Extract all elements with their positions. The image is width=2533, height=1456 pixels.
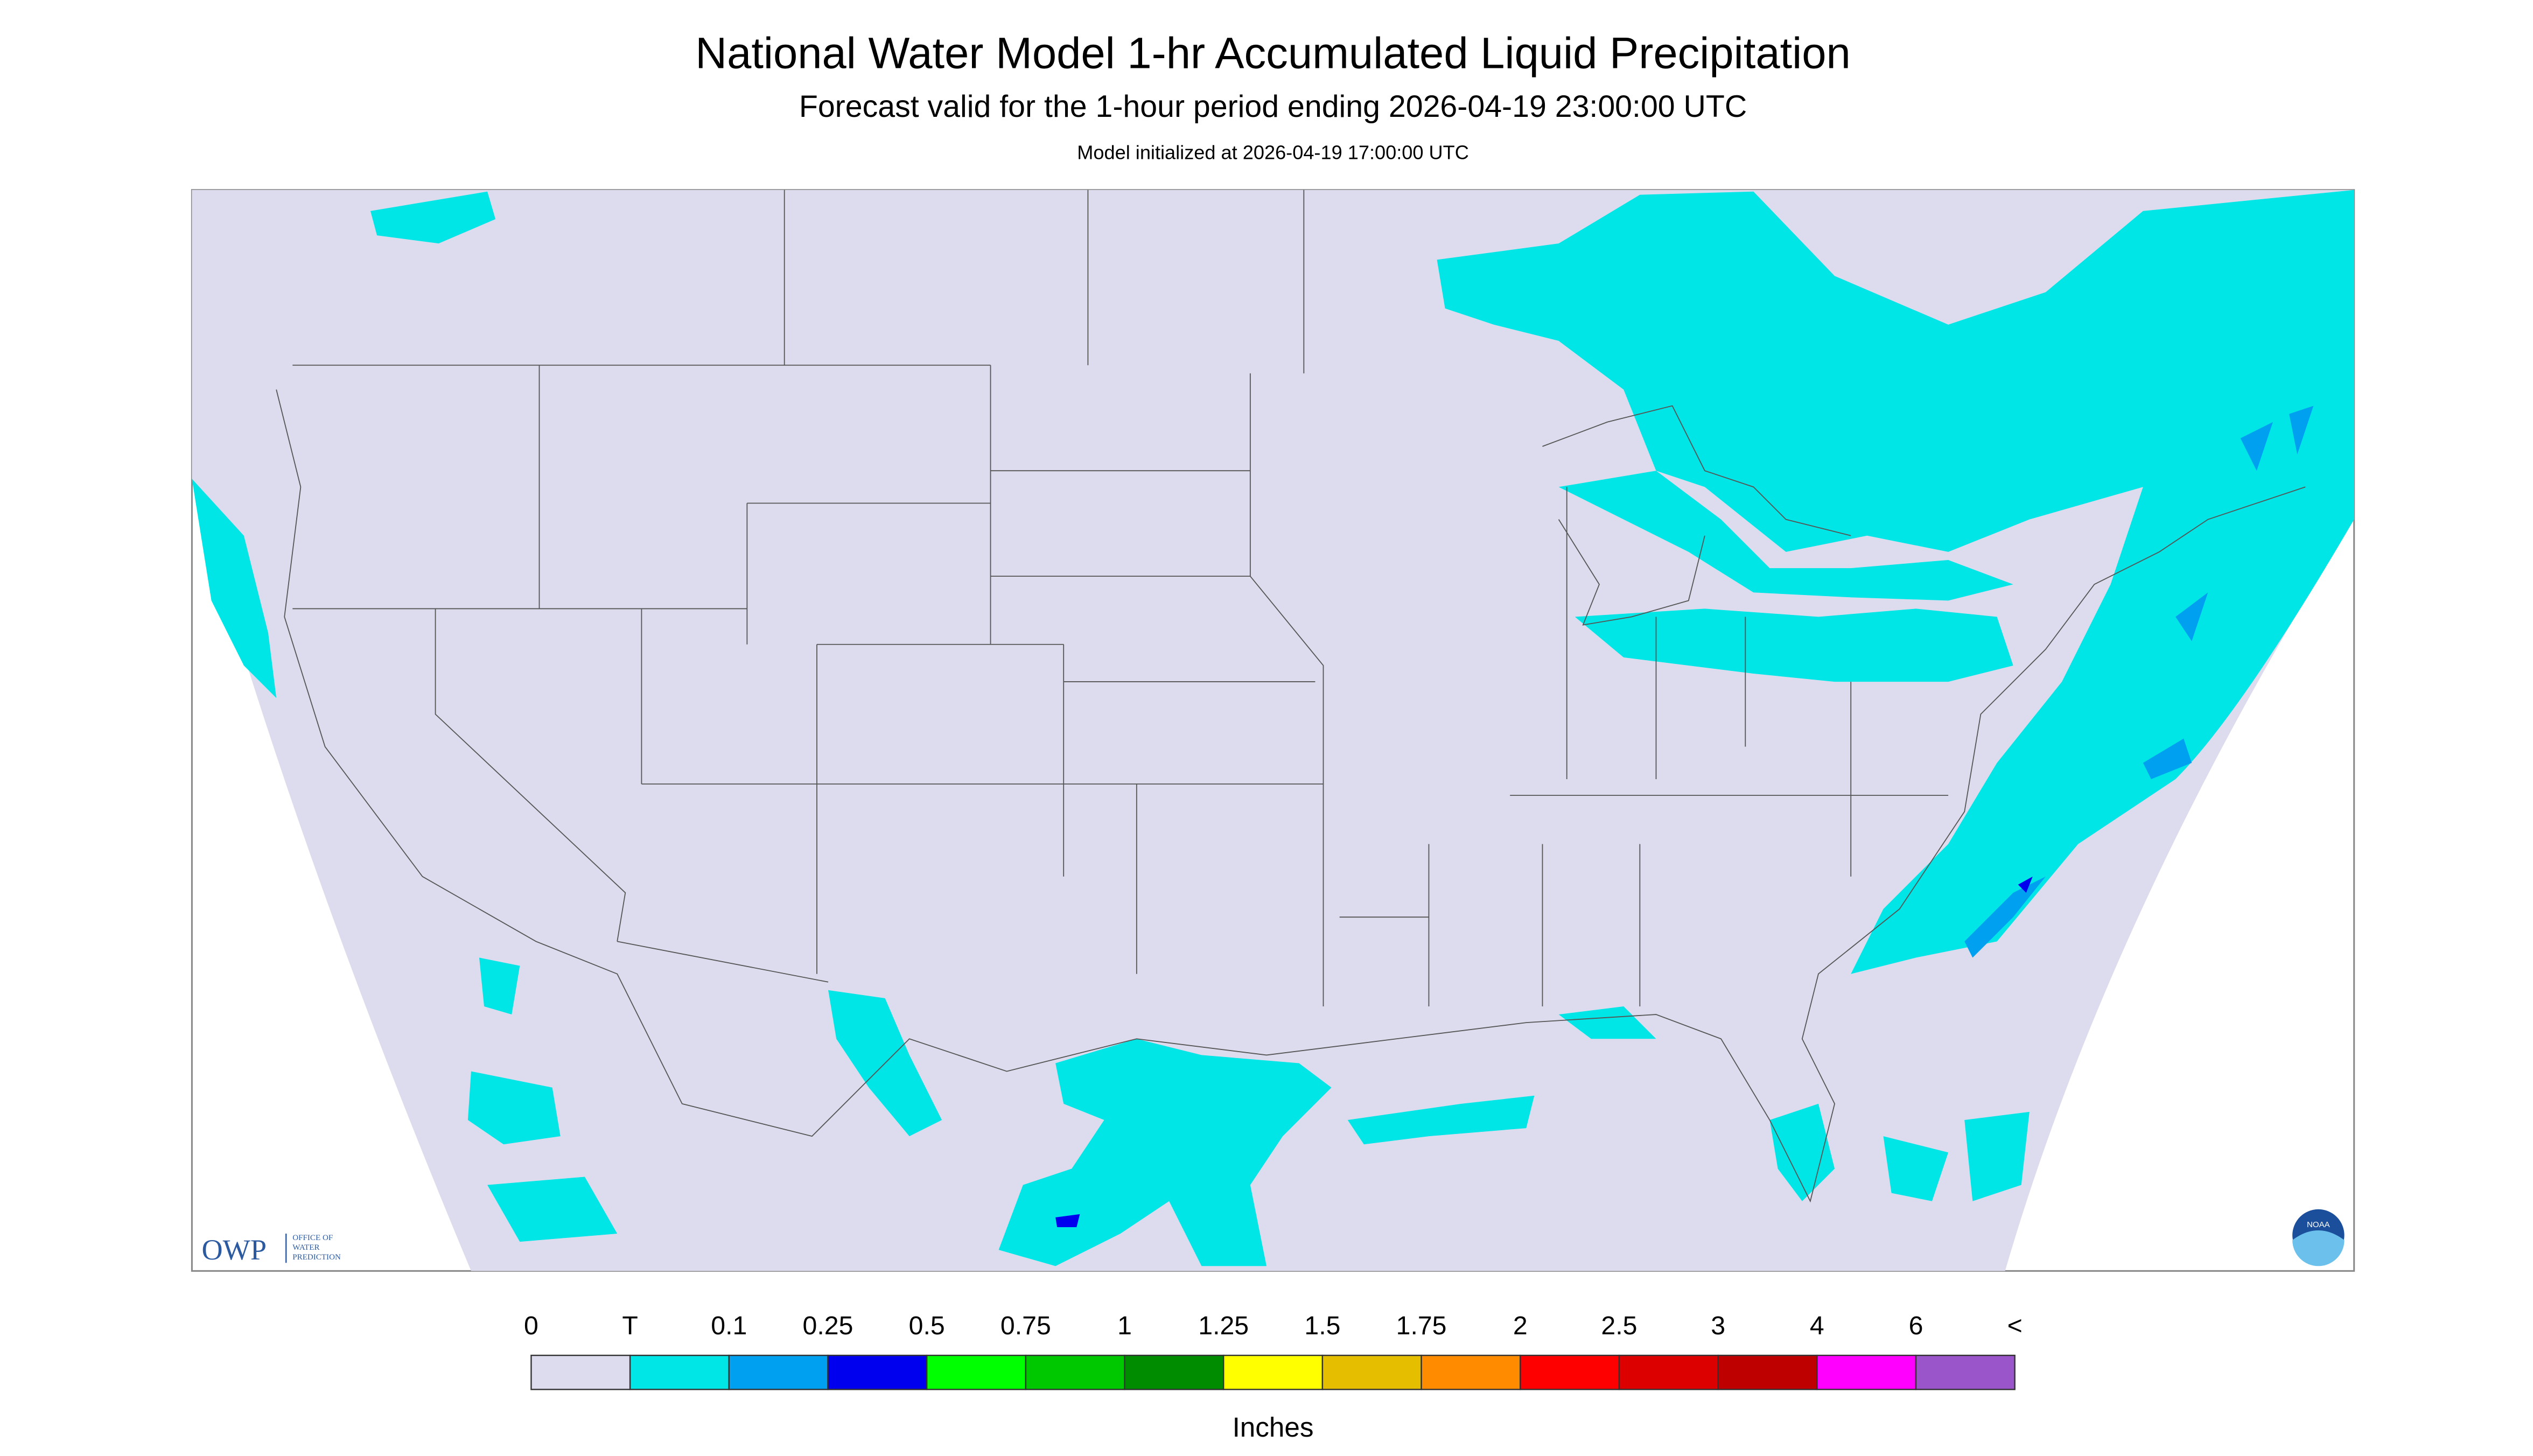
legend-swatch <box>926 1354 1027 1390</box>
precip-ohio <box>1575 608 2013 682</box>
init-time: Model initialized at 2026-04-19 17:00:00… <box>1077 141 1469 163</box>
legend-label: 0.75 <box>1000 1311 1051 1340</box>
precip-lakes <box>1558 471 2013 601</box>
legend-swatch <box>530 1354 631 1390</box>
legend-unit: Inches <box>1233 1412 1314 1443</box>
legend-swatch <box>1520 1354 1620 1390</box>
precip-florida <box>1769 1103 2030 1201</box>
legend-swatch <box>629 1354 730 1390</box>
legend-swatch <box>827 1354 928 1390</box>
coastline <box>276 389 2306 1203</box>
legend-label: 2 <box>1513 1311 1528 1340</box>
owp-logo-line: OFFICE OF <box>292 1234 333 1242</box>
title: National Water Model 1-hr Accumulated Li… <box>695 29 1850 78</box>
legend-swatch <box>1124 1354 1224 1390</box>
legend-swatch <box>1025 1354 1125 1390</box>
legend-label: 1 <box>1117 1311 1132 1340</box>
legend-label: 0.1 <box>711 1311 747 1340</box>
precip-west-coast <box>192 479 277 698</box>
legend-swatch <box>1816 1354 1917 1390</box>
legend-label: < <box>2007 1311 2023 1340</box>
great-lakes <box>1542 405 1851 626</box>
legend-label: 0.5 <box>909 1311 945 1340</box>
noaa-text: NOAA <box>2307 1220 2331 1229</box>
legend-label: 1.25 <box>1198 1311 1249 1340</box>
legend-label: 3 <box>1711 1311 1725 1340</box>
legend-label: T <box>622 1311 638 1340</box>
precip-mexico-pacific <box>467 957 618 1242</box>
legend-label: 4 <box>1810 1311 1824 1340</box>
legend-label: 6 <box>1909 1311 1923 1340</box>
legend-label: 0.25 <box>803 1311 853 1340</box>
legend-swatch <box>1618 1354 1719 1390</box>
legend-swatch <box>1223 1354 1324 1390</box>
legend-label: 0 <box>524 1311 538 1340</box>
owp-logo-line: PREDICTION <box>292 1253 341 1262</box>
legend-swatch <box>728 1354 829 1390</box>
precip-northeast <box>1437 190 2354 974</box>
owp-logo-text: OWP <box>201 1234 267 1266</box>
legend-label: 1.75 <box>1396 1311 1447 1340</box>
legend-swatch <box>1915 1354 2016 1390</box>
noaa-wave <box>2292 1230 2345 1266</box>
precip-texas <box>998 1039 1332 1266</box>
state-borders <box>276 190 2306 1203</box>
legend-label: 1.5 <box>1304 1311 1340 1340</box>
map: OWP OFFICE OF WATER PREDICTION NOAA <box>191 189 2355 1272</box>
legend-swatch <box>1321 1354 1422 1390</box>
precip-bc <box>370 191 496 244</box>
legend: 0 T 0.1 0.25 0.5 0.75 1 1.25 1.5 1.75 2 2.5 3 4 6 < <box>524 1311 2023 1390</box>
legend-label: 2.5 <box>1601 1311 1637 1340</box>
legend-swatch <box>1421 1354 1521 1390</box>
noaa-logo: NOAA <box>2292 1209 2345 1266</box>
owp-logo-line: WATER <box>292 1243 320 1252</box>
subtitle: Forecast valid for the 1-hour period end… <box>799 89 1747 124</box>
legend-swatch <box>1717 1354 1818 1390</box>
owp-logo: OWP OFFICE OF WATER PREDICTION <box>201 1234 341 1266</box>
precip-gulf <box>1347 1006 1656 1145</box>
state-lines <box>292 190 1949 1006</box>
